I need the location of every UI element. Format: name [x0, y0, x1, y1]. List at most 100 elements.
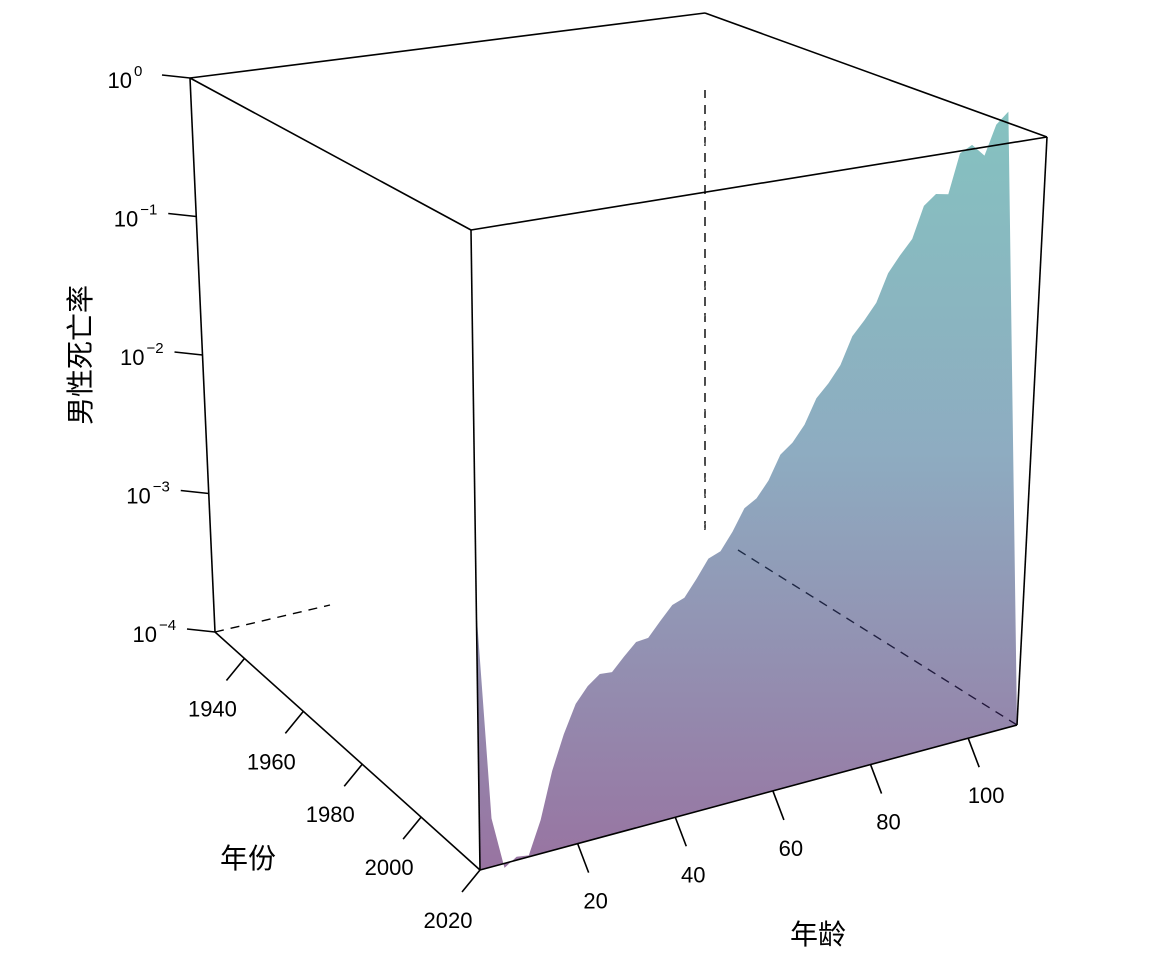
- surface-cell-24-38: [882, 117, 905, 165]
- surface-cell-18-22: [637, 375, 660, 400]
- surface-cell-8-34: [692, 59, 715, 81]
- surface-cell-20-21: [643, 410, 666, 442]
- surface-cell-27-8: [548, 649, 571, 680]
- surface-cell-21-15: [579, 506, 602, 534]
- surface-cell-12-27: [644, 222, 667, 246]
- surface-cell-21-36: [831, 137, 854, 160]
- surface-cell-22-18: [624, 483, 647, 505]
- surface-cell-12-34: [728, 88, 751, 121]
- surface-cell-4-17: [453, 296, 476, 323]
- surface-cell-11-25: [611, 251, 634, 277]
- surface-cell-5-28: [594, 128, 617, 164]
- surface-cell-27-7: [536, 663, 559, 709]
- surface-cell-6-12: [410, 386, 433, 408]
- surface-cell-3-4: [287, 453, 310, 492]
- surface-cell-10-9: [409, 454, 432, 470]
- surface-cell-6-36: [699, 2, 722, 37]
- surface-cell-21-18: [616, 463, 639, 492]
- surface-cell-23-25: [717, 371, 740, 404]
- surface-cell-4-6: [320, 430, 343, 471]
- surface-cell-28-16: [654, 572, 676, 604]
- surface-cell-21-37: [844, 107, 866, 154]
- surface-cell-19-19: [610, 428, 633, 461]
- surface-cell-11-8: [406, 468, 429, 495]
- surface-cell-11-31: [683, 142, 706, 170]
- surface-cell-17-16: [556, 448, 579, 480]
- surface-cell-4-14: [417, 333, 439, 359]
- surface-cell-5-29: [606, 119, 629, 149]
- surface-cell-12-2: [343, 587, 366, 607]
- surface-cell-14-31: [710, 163, 732, 200]
- surface-cell-28-35: [881, 220, 904, 251]
- surface-cell-29-38: [926, 156, 949, 201]
- surface-cell-17-5: [424, 617, 446, 660]
- surface-cell-12-35: [740, 76, 763, 109]
- surface-cell-16-14: [523, 467, 546, 488]
- surface-cell-8-19: [512, 314, 535, 338]
- surface-cell-24-21: [678, 454, 701, 476]
- surface-cell-20-39: [859, 70, 881, 118]
- surface-cell-11-23: [587, 279, 610, 306]
- surface-cell-5-30: [618, 100, 641, 123]
- surface-cell-7-38: [735, 0, 749, 20]
- surface-cell-4-25: [549, 180, 572, 205]
- age-tick-label: 60: [779, 836, 803, 861]
- surface-cell-4-34: [657, 25, 680, 52]
- surface-cell-23-38: [873, 118, 896, 145]
- surface-cell-6-17: [470, 317, 493, 349]
- surface-cell-25-39: [903, 105, 926, 147]
- surface-cell-1-15: [402, 299, 425, 317]
- surface-cell-8-15: [464, 375, 487, 393]
- surface-cell-16-23: [631, 335, 654, 358]
- surface-cell-10-30: [662, 151, 685, 176]
- surface-cell-2-25: [531, 158, 554, 188]
- surface-cell-23-30: [777, 267, 800, 302]
- surface-cell-11-14: [479, 409, 502, 436]
- surface-cell-14-14: [505, 449, 528, 467]
- surface-cell-4-5: [308, 447, 331, 485]
- surface-cell-27-12: [596, 616, 619, 640]
- surface-cell-26-43: [960, 78, 983, 113]
- surface-cell-28-13: [617, 612, 640, 641]
- surface-cell-22-31: [780, 244, 803, 269]
- surface-cell-20-6: [462, 622, 485, 665]
- surface-cell-13-30: [689, 175, 712, 211]
- surface-cell-11-5: [370, 533, 393, 578]
- surface-cell-9-25: [593, 229, 616, 260]
- surface-cell-14-30: [698, 183, 720, 211]
- surface-cell-23-19: [645, 477, 668, 504]
- surface-cell-12-3: [355, 596, 378, 621]
- surface-cell-26-5: [504, 728, 526, 775]
- surface-cell-22-17: [612, 490, 635, 524]
- surface-cell-19-25: [682, 323, 705, 359]
- surface-cell-21-11: [531, 561, 554, 576]
- surface-cell-11-24: [599, 261, 622, 298]
- surface-cell-5-8: [352, 410, 376, 426]
- surface-cell-19-12: [525, 521, 548, 545]
- box-edge-top-left: [189, 12, 706, 79]
- surface-cell-5-0: [252, 251, 278, 431]
- surface-cell-24-14: [594, 558, 617, 584]
- surface-cell-13-2: [351, 597, 375, 624]
- surface-cell-16-2: [378, 648, 401, 673]
- surface-cell-8-7: [367, 443, 390, 487]
- surface-cell-0-1: [222, 323, 246, 414]
- surface-cell-6-37: [710, 0, 729, 17]
- surface-cell-14-35: [758, 96, 780, 124]
- surface-cell-23-20: [657, 457, 680, 481]
- surface-cell-25-14: [603, 562, 626, 588]
- surface-cell-9-14: [461, 391, 484, 411]
- surface-cell-3-24: [528, 186, 551, 209]
- surface-cell-23-41: [909, 79, 932, 104]
- surface-cell-7-15: [455, 354, 478, 382]
- surface-cell-13-32: [713, 134, 736, 165]
- surface-cell-10-11: [433, 441, 456, 462]
- surface-cell-25-42: [939, 75, 962, 114]
- surface-cell-27-5: [513, 732, 535, 794]
- surface-cell-14-29: [686, 209, 708, 235]
- age-tick-mark: [869, 764, 883, 794]
- surface-cell-4-3: [284, 470, 306, 498]
- surface-cell-25-43: [951, 75, 974, 115]
- surface-cell-20-0: [386, 466, 412, 669]
